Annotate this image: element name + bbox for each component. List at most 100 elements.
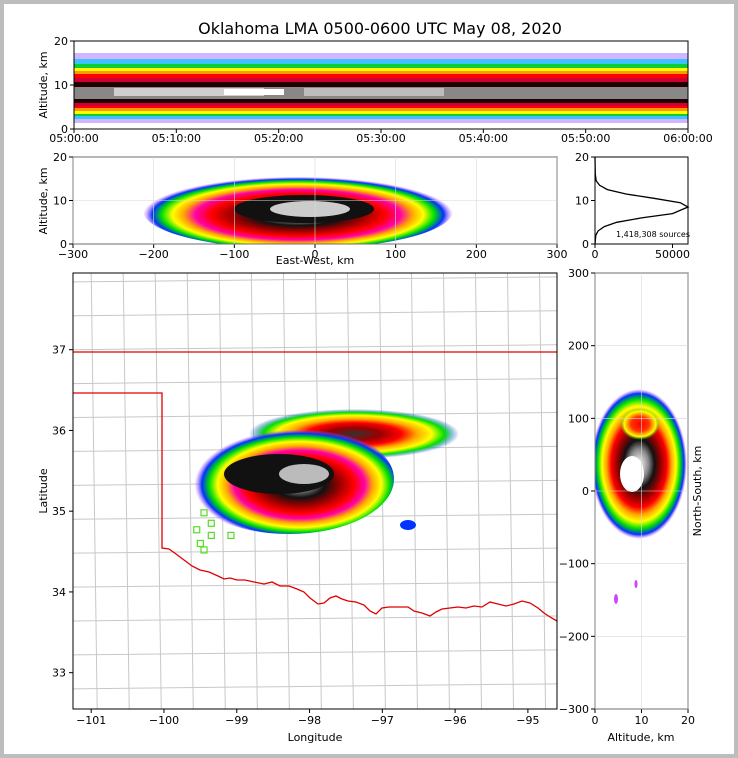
plan-view-axes bbox=[72, 272, 558, 710]
latitude-tick-label: 36 bbox=[52, 424, 66, 437]
ew-tick-label: 300 bbox=[547, 248, 568, 261]
longitude-tick-label: −98 bbox=[298, 714, 321, 727]
north-south-ticks: 0 10 20 −300 −200 −100 0 100 200 300 bbox=[559, 267, 695, 727]
county-line bbox=[73, 310, 557, 317]
histogram-x-tick-label: 50000 bbox=[655, 248, 690, 261]
source-count: 1,418,308 sources bbox=[616, 230, 690, 239]
plan-view-ylabel: Latitude bbox=[37, 468, 50, 514]
figure-frame: Oklahoma LMA 0500-0600 UTC May 08, 2020 … bbox=[4, 4, 734, 754]
altitude-tick-label: 10 bbox=[53, 195, 67, 208]
histogram-line bbox=[594, 156, 690, 245]
ew-tick-label: −300 bbox=[58, 248, 88, 261]
time-tick-label: 05:50:00 bbox=[561, 132, 610, 145]
east-west-ylabel: Altitude, km bbox=[37, 167, 50, 234]
east-west-ticks: −300 −200 −100 0 100 200 300 0 10 20 bbox=[53, 151, 568, 261]
county-line bbox=[154, 273, 162, 709]
north-south-panel: 0 10 20 −300 −200 −100 0 100 200 300 Altitude, km… bbox=[559, 267, 704, 744]
plan-view-panel: −101 −100 −99 −98 −97 −96 −95 33 34 35 36 37 Longit… bbox=[37, 272, 558, 744]
lma-station-marker bbox=[207, 519, 215, 527]
ew-tick-label: 0 bbox=[312, 248, 319, 261]
histogram-y-tick-label: 20 bbox=[575, 151, 589, 164]
latitude-tick-label: 34 bbox=[52, 586, 66, 599]
histogram-x-tick-label: 0 bbox=[592, 248, 599, 261]
county-line bbox=[73, 547, 557, 554]
ns-tick-label: 200 bbox=[568, 340, 589, 353]
county-line bbox=[539, 273, 547, 709]
figure-title: Oklahoma LMA 0500-0600 UTC May 08, 2020 bbox=[198, 19, 562, 38]
latitude-tick-label: 33 bbox=[52, 667, 66, 680]
longitude-tick-label: −96 bbox=[443, 714, 466, 727]
ns-tick-label: −300 bbox=[559, 703, 589, 716]
ns-tick-label: 0 bbox=[582, 485, 589, 498]
time-height-ylabel: Altitude, km bbox=[37, 51, 50, 118]
plan-view-content bbox=[73, 273, 557, 709]
state-border bbox=[73, 392, 557, 622]
county-line bbox=[90, 273, 98, 709]
latitude-tick-label: 37 bbox=[52, 344, 66, 357]
ns-tick-label: −200 bbox=[559, 630, 589, 643]
county-line bbox=[474, 273, 482, 709]
longitude-tick-label: −101 bbox=[76, 714, 106, 727]
altitude-tick-label: 20 bbox=[54, 35, 68, 48]
north-south-xlabel: Altitude, km bbox=[607, 731, 674, 744]
ew-tick-label: 200 bbox=[466, 248, 487, 261]
county-line bbox=[122, 273, 130, 709]
ew-tick-label: −200 bbox=[139, 248, 169, 261]
ns-altitude-tick-label: 10 bbox=[635, 714, 649, 727]
time-tick-label: 05:20:00 bbox=[254, 132, 303, 145]
east-west-panel: −300 −200 −100 0 100 200 300 0 10 20 East-West, k… bbox=[37, 151, 568, 267]
time-height-density bbox=[74, 53, 688, 123]
county-line bbox=[442, 273, 450, 709]
county-line bbox=[73, 683, 557, 690]
time-tick-label: 05:40:00 bbox=[459, 132, 508, 145]
time-tick-label: 05:00:00 bbox=[49, 132, 98, 145]
altitude-tick-label: 10 bbox=[54, 79, 68, 92]
longitude-tick-label: −97 bbox=[371, 714, 394, 727]
longitude-tick-label: −95 bbox=[516, 714, 539, 727]
county-line bbox=[73, 615, 557, 622]
time-tick-label: 05:10:00 bbox=[152, 132, 201, 145]
lma-station-marker bbox=[227, 531, 235, 540]
county-line bbox=[410, 273, 418, 709]
ns-altitude-tick-label: 20 bbox=[681, 714, 695, 727]
county-line bbox=[73, 344, 557, 351]
histogram-ticks: 0 50000 0 10 20 bbox=[575, 151, 690, 261]
lma-station-marker bbox=[200, 509, 208, 517]
time-tick-label: 06:00:00 bbox=[663, 132, 712, 145]
lma-station-marker bbox=[200, 546, 208, 554]
ns-tick-label: 100 bbox=[568, 412, 589, 425]
plan-view-xlabel: Longitude bbox=[288, 731, 343, 744]
latitude-tick-label: 35 bbox=[52, 505, 66, 518]
ns-altitude-tick-label: 0 bbox=[592, 714, 599, 727]
altitude-tick-label: 20 bbox=[53, 151, 67, 164]
ns-tick-label: 300 bbox=[568, 267, 589, 280]
east-west-density bbox=[143, 173, 453, 244]
lma-station-marker bbox=[196, 539, 204, 548]
time-height-panel: 05:00:00 05:10:00 05:20:00 05:30:00 05:40:00… bbox=[37, 35, 713, 145]
histogram-axes bbox=[594, 156, 689, 245]
lma-station-marker bbox=[193, 526, 201, 534]
county-line bbox=[507, 273, 515, 709]
longitude-tick-label: −100 bbox=[149, 714, 179, 727]
ew-tick-label: 100 bbox=[385, 248, 406, 261]
longitude-tick-label: −99 bbox=[225, 714, 248, 727]
county-lines bbox=[73, 273, 557, 709]
station-markers bbox=[193, 509, 235, 554]
county-line bbox=[73, 581, 557, 588]
lma-station-marker bbox=[207, 531, 215, 540]
county-line bbox=[73, 649, 557, 656]
plan-view-ticks: −101 −100 −99 −98 −97 −96 −95 33 34 35 36 37 bbox=[52, 344, 539, 727]
lma-figure: Oklahoma LMA 0500-0600 UTC May 08, 2020 … bbox=[37, 19, 713, 744]
altitude-tick-label: 0 bbox=[60, 238, 67, 251]
altitude-histogram-panel: 0 50000 0 10 20 1,418,308 sources bbox=[575, 151, 690, 261]
time-height-ticks: 05:00:00 05:10:00 05:20:00 05:30:00 05:40:00… bbox=[49, 35, 712, 145]
north-south-ylabel: North-South, km bbox=[691, 446, 704, 537]
histogram-y-tick-label: 0 bbox=[582, 238, 589, 251]
ns-tick-label: −100 bbox=[559, 558, 589, 571]
county-line bbox=[73, 276, 557, 283]
altitude-tick-label: 0 bbox=[61, 123, 68, 136]
time-tick-label: 05:30:00 bbox=[356, 132, 405, 145]
north-south-density bbox=[595, 389, 687, 604]
county-line bbox=[73, 378, 557, 385]
histogram-y-tick-label: 10 bbox=[575, 195, 589, 208]
